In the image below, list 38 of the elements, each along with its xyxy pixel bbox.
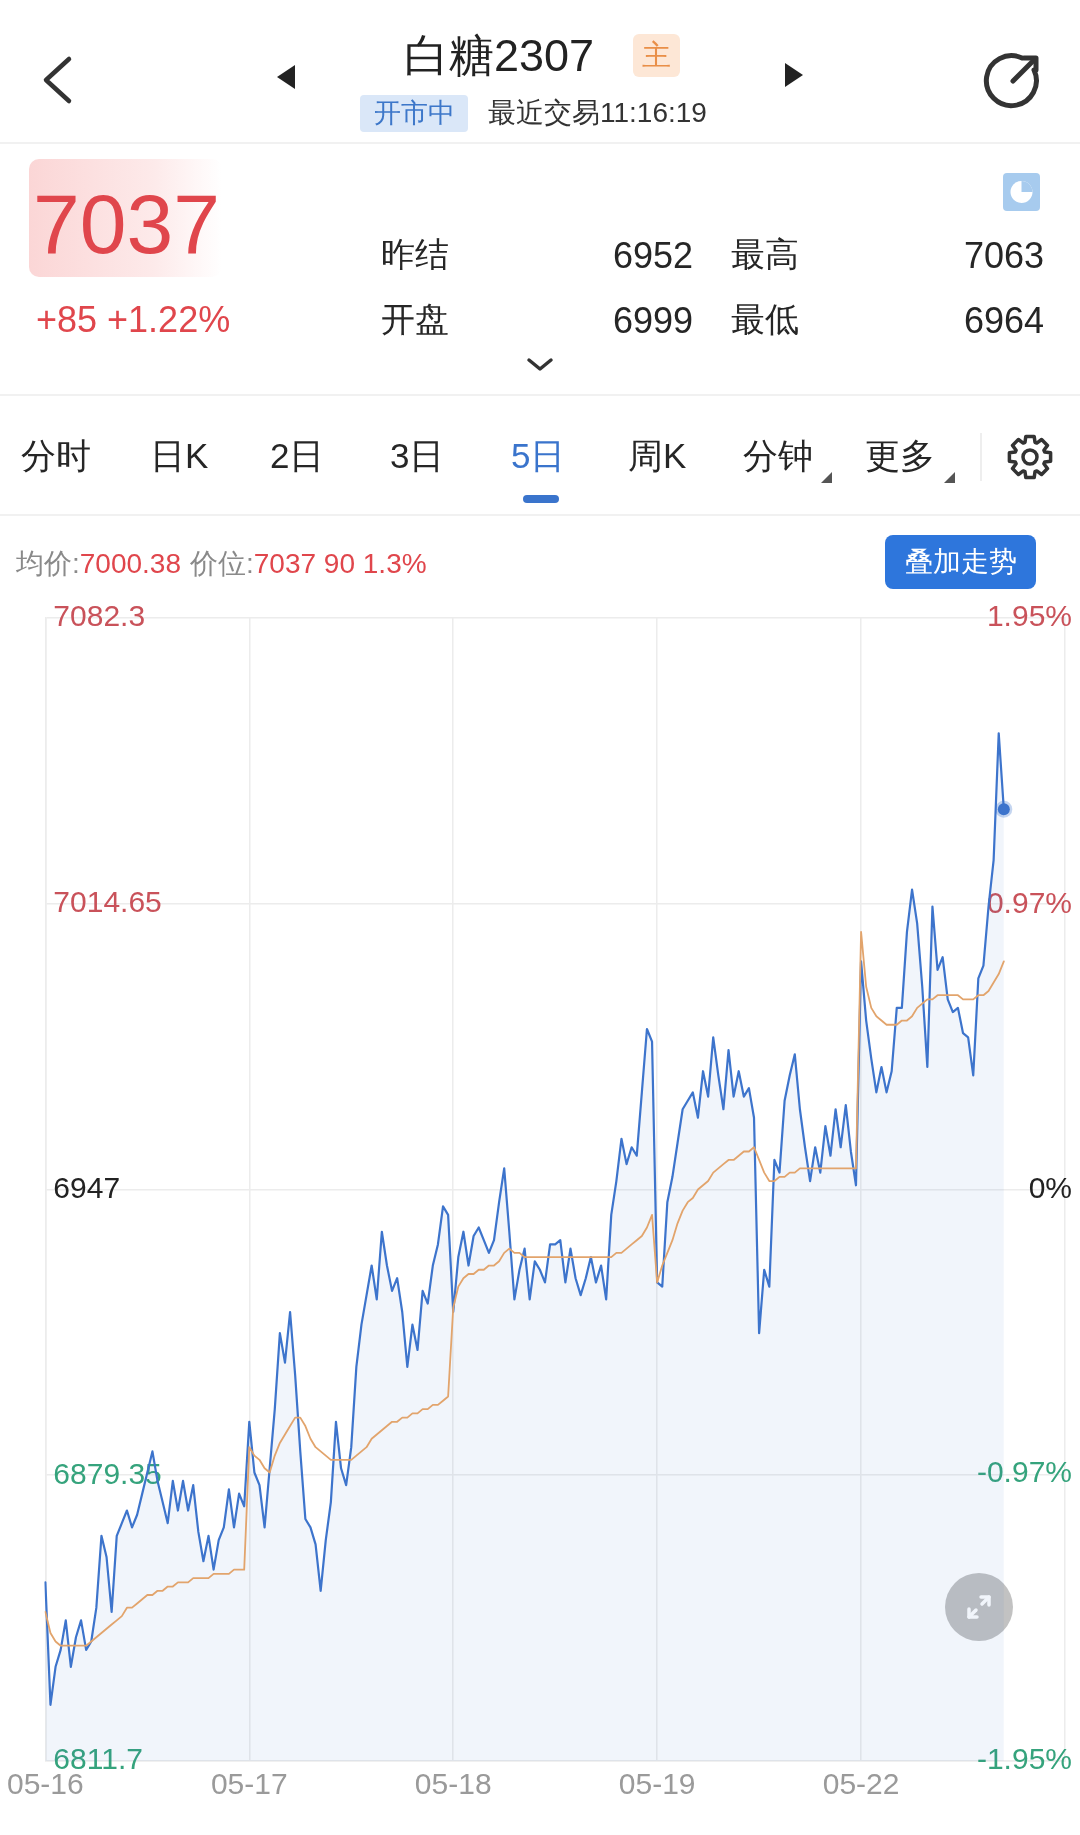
text: 昨结 [381, 235, 449, 275]
text: 开市中 [373, 97, 455, 130]
text: +85 +1.22% [36, 299, 231, 341]
text: 7000.38 [79, 548, 181, 580]
chart-title: 白糖2307 [404, 30, 595, 82]
text: 周K [628, 436, 687, 477]
text: 7063 [963, 235, 1044, 277]
y-tick-label: 7082.3 [53, 599, 146, 633]
text: 6952 [612, 235, 693, 277]
text: 7037 [33, 176, 220, 273]
y-tick-label: 7014.65 [53, 885, 162, 919]
text: 6999 [612, 300, 693, 342]
text: 开盘 [381, 300, 449, 340]
y2-tick-label: 1.95% [986, 599, 1072, 633]
text: 6964 [963, 300, 1044, 342]
x-tick-label: 05-17 [210, 1767, 288, 1801]
text: 最低 [731, 300, 799, 340]
y-tick-label: 6947 [53, 1170, 121, 1204]
chart-subtitle: 最近交易11:16:19 [488, 97, 707, 130]
x-tick-label: 05-19 [618, 1767, 696, 1801]
text: 3日 [390, 436, 445, 477]
text: 更多 [865, 436, 935, 477]
y2-tick-label: -0.97% [976, 1455, 1072, 1489]
text: 分时 [21, 436, 91, 477]
text: 5日 [511, 436, 566, 477]
y2-tick-label: -1.95% [976, 1742, 1072, 1776]
text: 主 [642, 38, 671, 73]
text: 2日 [270, 436, 325, 477]
y2-tick-label: 0% [1028, 1170, 1072, 1204]
x-tick-label: 05-22 [822, 1767, 900, 1801]
text: 均价: [16, 547, 80, 581]
text: 日K [150, 436, 209, 477]
text: 价位: [190, 547, 254, 581]
x-tick-label: 05-18 [414, 1767, 492, 1801]
text: 最高 [731, 235, 799, 275]
text: 叠加走势 [904, 545, 1017, 579]
text: 7037 90 1.3% [253, 548, 427, 580]
text: 分钟 [743, 436, 813, 477]
